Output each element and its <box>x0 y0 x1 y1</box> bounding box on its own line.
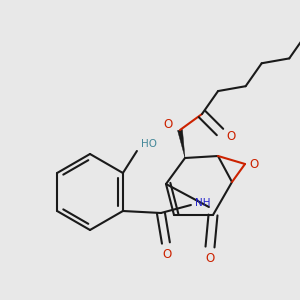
Text: O: O <box>164 118 172 131</box>
Polygon shape <box>178 130 185 158</box>
Text: O: O <box>249 158 259 170</box>
Text: HO: HO <box>141 139 157 149</box>
Text: O: O <box>162 248 172 260</box>
Text: O: O <box>206 251 214 265</box>
Text: O: O <box>226 130 236 143</box>
Text: NH: NH <box>195 198 210 208</box>
